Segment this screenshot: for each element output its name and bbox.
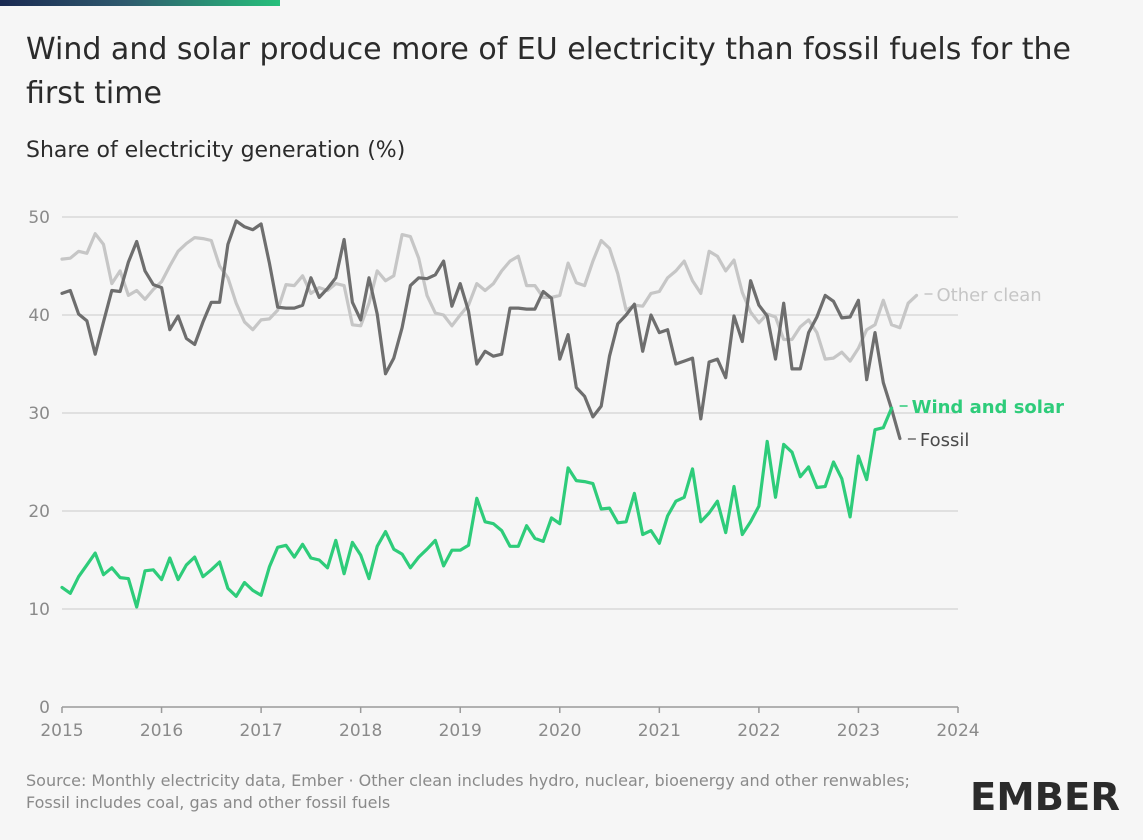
source-note: Source: Monthly electricity data, Ember … xyxy=(26,771,910,812)
chart-subtitle: Share of electricity generation (%) xyxy=(26,138,406,163)
x-tick-label: 2016 xyxy=(140,721,183,741)
x-tick-label: 2022 xyxy=(737,721,780,741)
series-line-wind-and-solar xyxy=(60,406,894,609)
line-chart: 0 10 20 30 40 50 2015 2016 2017 2018 2019 2020 2021 2… xyxy=(28,208,1064,741)
x-tick-label: 2015 xyxy=(40,721,83,741)
x-tick-label: 2018 xyxy=(339,721,382,741)
y-tick-label: 10 xyxy=(28,600,50,620)
series-line-fossil xyxy=(60,219,902,441)
series-label-fossil: Fossil xyxy=(920,430,969,451)
ember-logo: EMBER xyxy=(970,775,1120,818)
x-tick-label: 2024 xyxy=(936,721,979,741)
y-tick-label: 20 xyxy=(28,502,50,522)
series-label-other-clean: Other clean xyxy=(936,285,1041,306)
series-line-other-clean xyxy=(60,232,919,363)
ember-logo-text: EMBER xyxy=(970,775,1120,818)
x-tick-label: 2017 xyxy=(239,721,282,741)
y-tick-label: 30 xyxy=(28,404,50,424)
x-tick-label: 2021 xyxy=(638,721,681,741)
brand-accent-bar xyxy=(0,0,280,6)
chart-title: Wind and solar produce more of EU electr… xyxy=(26,32,1071,111)
y-tick-label: 50 xyxy=(28,208,50,228)
x-tick-label: 2020 xyxy=(538,721,581,741)
series-label-wind-and-solar: Wind and solar xyxy=(912,397,1064,418)
y-tick-label: 0 xyxy=(39,698,50,718)
y-tick-label: 40 xyxy=(28,306,50,326)
x-tick-label: 2023 xyxy=(837,721,880,741)
x-tick-label: 2019 xyxy=(439,721,482,741)
